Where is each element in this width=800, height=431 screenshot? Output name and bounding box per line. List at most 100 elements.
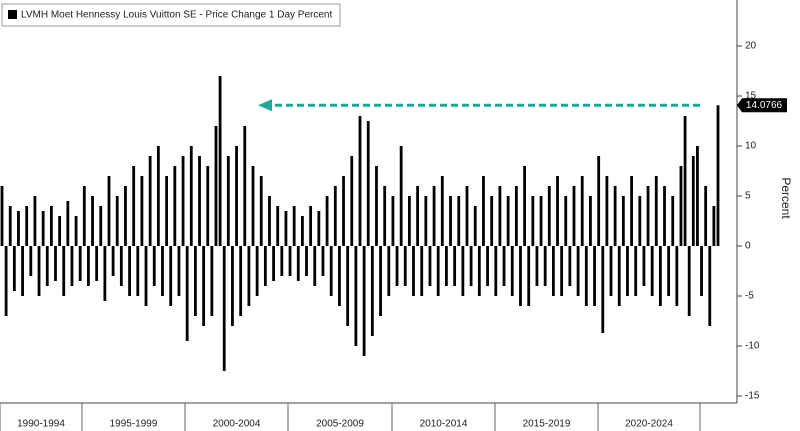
bar — [346, 246, 350, 326]
bar — [268, 196, 271, 246]
bar — [276, 206, 280, 246]
bar — [74, 216, 78, 246]
bar — [21, 246, 24, 296]
y-tick-label: 0 — [745, 241, 751, 252]
y-axis-title: Percent — [779, 177, 793, 219]
bar — [350, 156, 354, 246]
bar — [185, 246, 189, 341]
bar — [354, 246, 358, 346]
bar — [243, 126, 247, 246]
y-tick-label: -15 — [745, 391, 760, 402]
bar — [148, 156, 152, 246]
bar — [263, 246, 267, 286]
bar — [440, 176, 444, 246]
bar — [288, 246, 292, 276]
bar — [708, 246, 712, 326]
x-tick-label: 1995-1999 — [110, 419, 158, 430]
bar — [379, 246, 382, 316]
bar — [506, 196, 510, 246]
x-tick-label: 2010-2014 — [420, 419, 468, 430]
bar — [49, 206, 53, 246]
bar — [469, 246, 473, 286]
bar — [305, 246, 308, 276]
bar — [177, 246, 181, 296]
legend: LVMH Moet Hennessy Louis Vuitton SE - Pr… — [1, 3, 341, 27]
bar — [255, 246, 259, 296]
bar — [329, 246, 333, 296]
bar — [704, 186, 708, 246]
bar — [103, 246, 107, 301]
bar — [62, 246, 66, 296]
bar — [432, 186, 436, 246]
bar — [95, 246, 99, 281]
bar — [181, 156, 185, 246]
bar — [568, 246, 572, 286]
bar — [111, 246, 115, 276]
annotation-arrowhead — [258, 99, 272, 112]
bar — [498, 186, 502, 246]
bar — [156, 146, 160, 246]
bar — [91, 196, 94, 246]
bar — [239, 246, 243, 316]
bar — [124, 186, 127, 246]
bar — [609, 246, 613, 296]
x-tick-label: 2000-2004 — [213, 419, 261, 430]
x-tick-label: 2020-2024 — [625, 419, 673, 430]
bar — [231, 246, 234, 326]
y-tick-label: 15 — [745, 91, 757, 102]
bar — [584, 246, 588, 306]
bar — [29, 246, 33, 276]
bar — [218, 76, 222, 246]
bar — [296, 246, 300, 281]
bar — [45, 246, 49, 286]
bar — [671, 196, 675, 246]
bar — [300, 216, 304, 246]
bar — [552, 246, 555, 296]
bar — [716, 105, 720, 246]
bar — [362, 246, 366, 356]
bar — [646, 186, 650, 246]
bar — [41, 211, 45, 246]
y-tick-label: 20 — [745, 41, 757, 52]
x-tick-label: 1990-1994 — [17, 419, 65, 430]
bar — [383, 186, 387, 246]
bar — [403, 246, 407, 286]
bar — [338, 246, 341, 306]
bars — [0, 76, 720, 371]
bar — [210, 246, 214, 316]
bar — [453, 246, 457, 286]
bar — [342, 176, 345, 246]
bar — [564, 196, 568, 246]
bar — [712, 206, 716, 246]
bar — [387, 246, 391, 296]
bar — [70, 246, 74, 286]
bar — [700, 246, 703, 296]
bar — [87, 246, 90, 286]
bar — [358, 116, 362, 246]
bar — [696, 146, 699, 246]
bar — [136, 246, 140, 296]
bar — [683, 116, 687, 246]
bar — [535, 246, 539, 286]
bar — [202, 246, 206, 326]
y-axis: -15 -10 -5 0 5 10 15 20 25 — [736, 0, 760, 403]
y-tick-label: 5 — [745, 191, 751, 202]
bar — [626, 246, 629, 296]
bar — [12, 246, 16, 291]
bar — [54, 246, 57, 281]
bar — [399, 146, 403, 246]
bar — [630, 176, 633, 246]
bar — [17, 211, 20, 246]
bar — [679, 166, 683, 246]
bar — [461, 246, 465, 296]
bar — [0, 186, 4, 246]
bar — [617, 246, 621, 306]
bar — [473, 206, 477, 246]
bar — [313, 246, 317, 286]
y-tick-label: -10 — [745, 341, 760, 352]
bar — [284, 211, 288, 246]
legend-box — [1, 3, 341, 27]
bar — [161, 246, 164, 296]
bar — [132, 166, 136, 246]
